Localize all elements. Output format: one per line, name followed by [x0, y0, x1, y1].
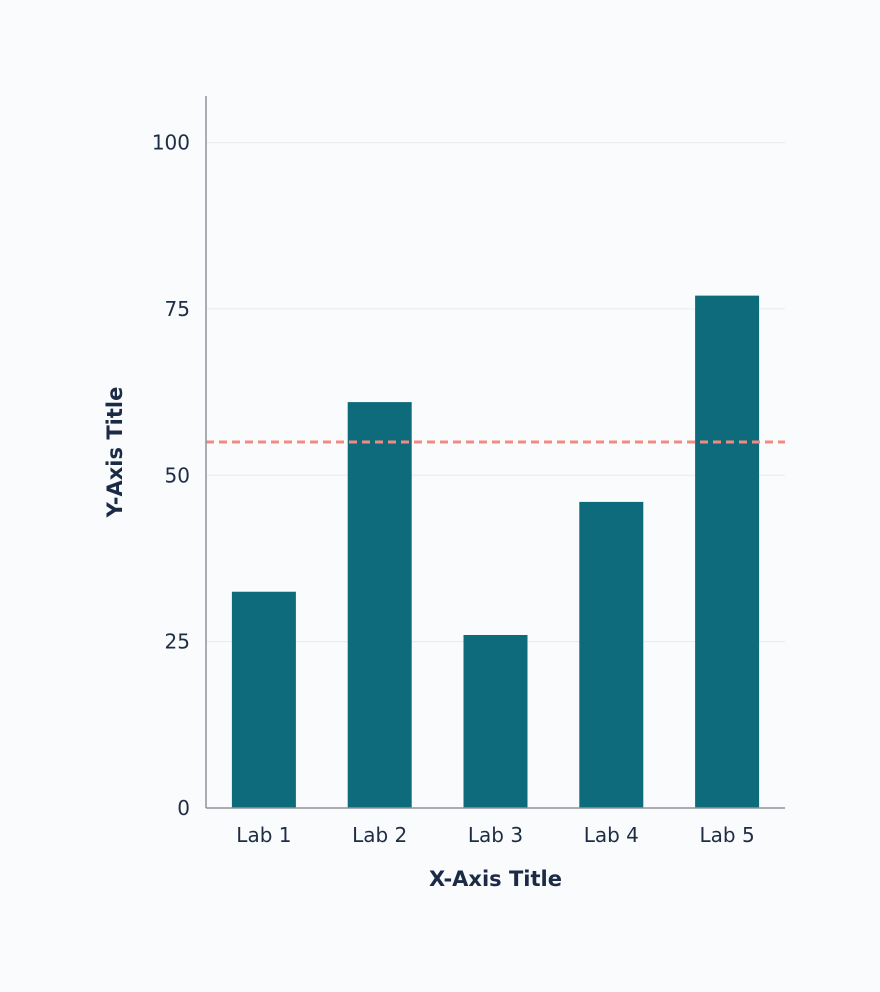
- y-tick-label: 50: [165, 463, 190, 487]
- bar-lab-4[interactable]: [579, 501, 644, 808]
- bars: [231, 295, 760, 808]
- x-tick-label: Lab 5: [700, 823, 755, 847]
- y-axis-title: Y-Axis Title: [103, 387, 127, 519]
- x-tick-label: Lab 2: [352, 823, 407, 847]
- x-tick-labels: Lab 1 Lab 2 Lab 3 Lab 4 Lab 5: [236, 823, 754, 847]
- bar-lab-5[interactable]: [695, 295, 760, 808]
- y-tick-labels: 0 25 50 75 100: [152, 131, 190, 820]
- x-tick-label: Lab 1: [236, 823, 291, 847]
- bar-lab-3[interactable]: [463, 634, 528, 808]
- axes: [205, 96, 785, 809]
- x-axis-title: X-Axis Title: [429, 867, 562, 891]
- x-tick-label: Lab 4: [584, 823, 639, 847]
- bar-lab-2[interactable]: [347, 402, 412, 808]
- y-tick-label: 25: [165, 630, 190, 654]
- y-tick-label: 75: [165, 297, 190, 321]
- y-tick-label: 100: [152, 131, 190, 155]
- y-tick-label: 0: [177, 796, 190, 820]
- bar-lab-1[interactable]: [231, 591, 296, 808]
- x-tick-label: Lab 3: [468, 823, 523, 847]
